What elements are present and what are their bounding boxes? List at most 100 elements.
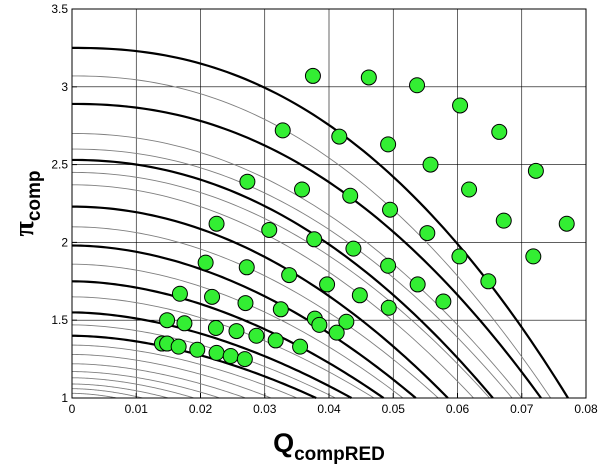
speed-line-thin [71, 263, 404, 399]
data-point [239, 173, 256, 190]
data-point [197, 254, 214, 271]
data-point [292, 338, 309, 355]
speed-line-thick [71, 244, 417, 399]
y-tick-label: 3.5 [51, 2, 68, 16]
x-tick-label: 0.06 [446, 402, 470, 416]
x-tick-label: 0 [69, 402, 76, 416]
data-point [238, 259, 255, 276]
data-point [360, 69, 377, 86]
data-point [331, 128, 348, 145]
speed-line-thin [71, 377, 195, 399]
x-axis-label-sub: compRED [294, 444, 385, 465]
data-point [281, 267, 298, 284]
data-point [304, 67, 321, 84]
data-point [170, 338, 187, 355]
data-point [527, 162, 544, 179]
speed-line-thin [72, 383, 169, 399]
data-point [480, 273, 497, 290]
data-point [452, 97, 469, 114]
speed-line-thin [71, 184, 474, 399]
data-point [274, 122, 291, 139]
data-point [419, 225, 436, 242]
speed-line-thin [71, 353, 272, 399]
data-point [345, 240, 362, 257]
data-point [382, 201, 399, 218]
data-point [261, 221, 278, 238]
speed-line-thin [71, 371, 220, 399]
data-point [267, 332, 284, 349]
x-tick-label: 0.07 [510, 402, 534, 416]
data-point [342, 187, 359, 204]
speed-line-thin [71, 148, 513, 399]
data-point [204, 288, 221, 305]
data-point [435, 293, 452, 310]
speed-line-thin [71, 363, 246, 399]
data-point [558, 215, 575, 232]
data-point [491, 123, 508, 140]
speed-line-thin [71, 388, 143, 399]
speed-line-thin [72, 392, 118, 399]
x-tick-label: 0.04 [317, 402, 341, 416]
data-point [272, 301, 289, 318]
speed-line-thick [71, 46, 569, 399]
speed-line-thin [71, 226, 439, 399]
data-point [338, 313, 355, 330]
y-axis-label-main: π [9, 221, 40, 237]
speed-line-thick [71, 158, 494, 399]
x-tick-label: 0.03 [253, 402, 277, 416]
data-point [208, 215, 225, 232]
data-point [189, 341, 206, 358]
data-point [380, 299, 397, 316]
speed-line-thin [71, 75, 552, 399]
x-tick-label: 0.08 [574, 402, 598, 416]
data-point [237, 295, 254, 312]
data-point [461, 181, 478, 198]
y-axis-label: πcomp [9, 170, 45, 236]
data-point [409, 77, 426, 94]
speed-line-thin [71, 344, 298, 399]
data-point [228, 323, 245, 340]
data-point [525, 248, 542, 265]
data-point [159, 312, 176, 329]
x-tick-label: 0.01 [125, 402, 149, 416]
data-point [294, 181, 311, 198]
data-point [306, 231, 323, 248]
data-point [422, 156, 439, 173]
y-tick-label: 2.5 [51, 158, 68, 172]
data-point [207, 319, 224, 336]
data-point [495, 212, 512, 229]
x-tick-label: 0.02 [189, 402, 213, 416]
data-point [409, 276, 426, 293]
data-points [153, 67, 575, 368]
data-point [171, 285, 188, 302]
speed-line-thick [71, 280, 385, 399]
speed-line-thin [71, 171, 490, 399]
speed-line-thick [71, 102, 542, 399]
y-tick-label: 3 [61, 80, 68, 94]
speed-line-thick [71, 311, 353, 399]
data-point [311, 316, 328, 333]
y-axis-label-sub: comp [24, 170, 45, 221]
data-point [351, 287, 368, 304]
data-point [236, 351, 253, 368]
data-point [319, 276, 336, 293]
data-point [222, 347, 239, 364]
y-tick-label: 2 [61, 235, 68, 249]
speed-line-thin [71, 133, 523, 399]
y-tick-label: 1 [61, 391, 68, 405]
thick-speed-lines [71, 46, 569, 400]
speed-line-thick [71, 205, 449, 399]
data-point [328, 324, 345, 341]
data-point [248, 327, 265, 344]
data-point [380, 136, 397, 153]
x-axis-label: QcompRED [273, 428, 385, 465]
data-point [176, 315, 193, 332]
axis-ticks: 0 0.01 0.02 0.03 0.04 0.05 0.06 0.07 0.08 1 1.5 2 2.… [51, 2, 598, 416]
data-point [208, 344, 225, 361]
x-tick-label: 0.05 [382, 402, 406, 416]
x-axis-label-main: Q [273, 428, 294, 458]
data-point [451, 248, 468, 265]
data-point [380, 257, 397, 274]
y-tick-label: 1.5 [51, 313, 68, 327]
